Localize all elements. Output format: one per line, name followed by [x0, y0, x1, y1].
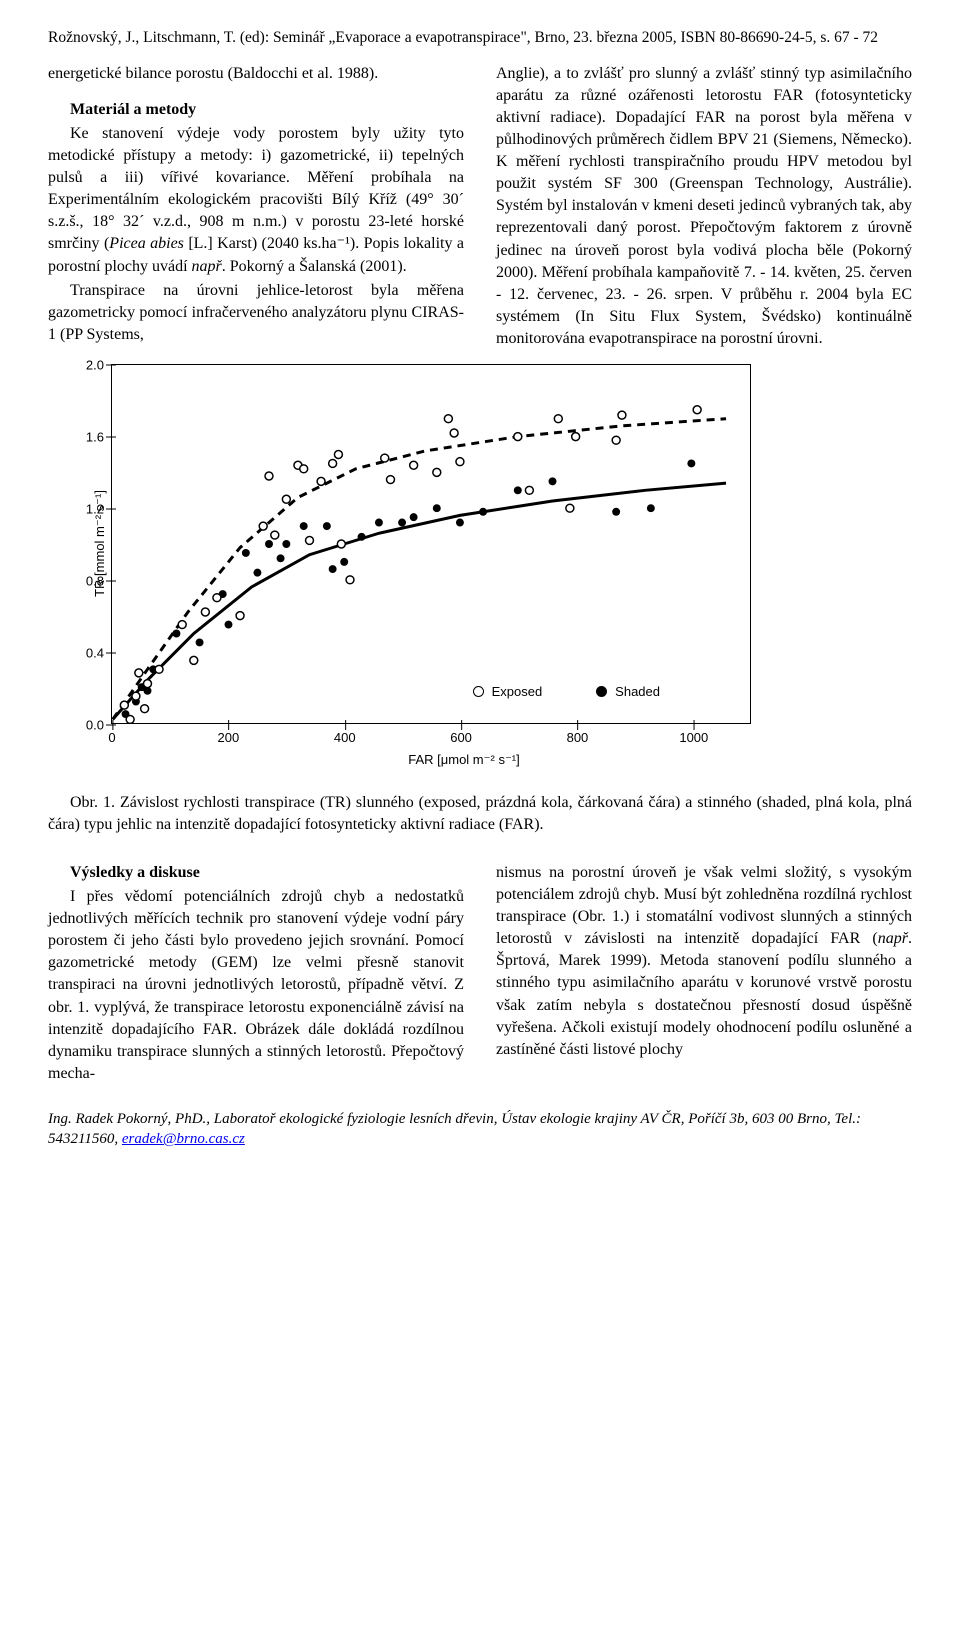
- text: např: [192, 258, 222, 275]
- paragraph: nismus na porostní úroveň je však velmi …: [496, 862, 912, 1061]
- x-tick: 0: [108, 730, 115, 745]
- paragraph: Materiál a metody: [48, 99, 464, 121]
- running-header: Rožnovský, J., Litschmann, T. (ed): Semi…: [48, 28, 912, 49]
- chart-wrap: TR [mmol m⁻² s⁻¹] Exposed Shaded 0.00.40…: [48, 364, 912, 724]
- filled-circle-icon: [596, 686, 607, 697]
- text: Transpirace na úrovni jehlice-letorost b…: [48, 282, 464, 343]
- y-tick: 0.0: [64, 717, 104, 732]
- text: Ke stanovení výdeje vody porostem byly u…: [48, 125, 464, 252]
- text: nismus na porostní úroveň je však velmi …: [496, 864, 912, 947]
- species-name: Picea abies: [109, 235, 184, 252]
- y-tick: 1.6: [64, 429, 104, 444]
- x-tick: 1000: [679, 730, 708, 745]
- legend-item-shaded: Shaded: [596, 684, 660, 699]
- x-axis-label: FAR [μmol m⁻² s⁻¹]: [48, 752, 784, 768]
- text: energetické bilance porostu (Baldocchi e…: [48, 65, 378, 82]
- text: . Šprtová, Marek 1999). Metoda stanovení…: [496, 930, 912, 1057]
- page-footer: Ing. Radek Pokorný, PhD., Laboratoř ekol…: [48, 1109, 912, 1150]
- y-tick: 0.8: [64, 573, 104, 588]
- caption-text: Obr. 1. Závislost rychlosti transpirace …: [48, 794, 912, 833]
- text: Anglie), a to zvlášť pro slunný a zvlášť…: [496, 65, 912, 347]
- open-circle-icon: [473, 686, 484, 697]
- text: . Pokorný a Šalanská (2001).: [222, 258, 407, 275]
- legend-item-exposed: Exposed: [473, 684, 543, 699]
- footer-email-link[interactable]: eradek@brno.cas.cz: [122, 1131, 245, 1147]
- chart-plot-area: Exposed Shaded 0.00.40.81.21.62.00200400…: [111, 364, 751, 724]
- column-right: nismus na porostní úroveň je však velmi …: [496, 862, 912, 1087]
- legend-label: Exposed: [492, 684, 543, 699]
- paragraph: Transpirace na úrovni jehlice-letorost b…: [48, 280, 464, 346]
- chart-svg: [112, 365, 750, 723]
- header-text: Rožnovský, J., Litschmann, T. (ed): Semi…: [48, 29, 878, 46]
- paragraph: Výsledky a diskuse: [48, 862, 464, 884]
- figure-1: TR [mmol m⁻² s⁻¹] Exposed Shaded 0.00.40…: [48, 364, 912, 836]
- section-title: Materiál a metody: [70, 101, 196, 118]
- paragraph: energetické bilance porostu (Baldocchi e…: [48, 63, 464, 85]
- x-tick: 200: [218, 730, 240, 745]
- x-tick: 600: [450, 730, 472, 745]
- upper-columns: energetické bilance porostu (Baldocchi e…: [48, 63, 912, 352]
- chart-legend: Exposed Shaded: [473, 684, 660, 699]
- paragraph: I přes vědomí potenciálních zdrojů chyb …: [48, 886, 464, 1085]
- x-tick: 400: [334, 730, 356, 745]
- y-tick: 0.4: [64, 645, 104, 660]
- section-title: Výsledky a diskuse: [70, 864, 200, 881]
- column-right: Anglie), a to zvlášť pro slunný a zvlášť…: [496, 63, 912, 352]
- lower-columns: Výsledky a diskuse I přes vědomí potenci…: [48, 862, 912, 1087]
- paragraph: Ke stanovení výdeje vody porostem byly u…: [48, 123, 464, 278]
- y-tick: 2.0: [64, 357, 104, 372]
- legend-label: Shaded: [615, 684, 660, 699]
- text: I přes vědomí potenciálních zdrojů chyb …: [48, 888, 464, 1082]
- text: např: [878, 930, 908, 947]
- y-tick: 1.2: [64, 501, 104, 516]
- column-left: energetické bilance porostu (Baldocchi e…: [48, 63, 464, 352]
- figure-caption: Obr. 1. Závislost rychlosti transpirace …: [48, 792, 912, 836]
- paragraph: Anglie), a to zvlášť pro slunný a zvlášť…: [496, 63, 912, 350]
- x-tick: 800: [567, 730, 589, 745]
- column-left: Výsledky a diskuse I přes vědomí potenci…: [48, 862, 464, 1087]
